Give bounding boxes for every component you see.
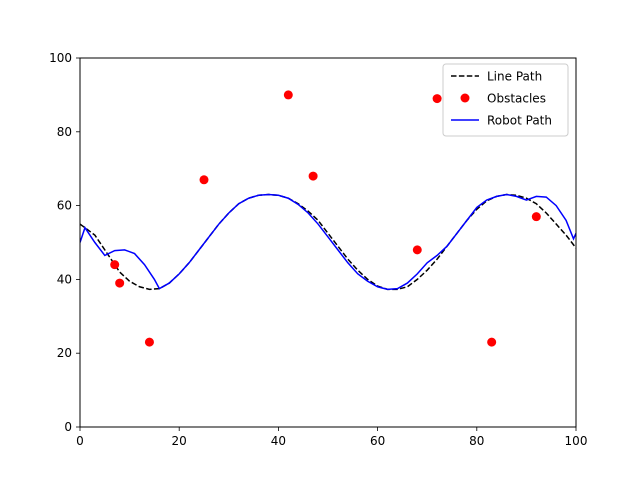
obstacle-point-0 — [110, 260, 120, 270]
obstacle-point-7 — [432, 94, 442, 104]
legend-label-0: Line Path — [487, 70, 542, 84]
legend-label-1: Obstacles — [487, 92, 546, 106]
series-layer — [80, 193, 576, 291]
obstacle-point-4 — [283, 90, 293, 100]
y-tick-label-1: 20 — [57, 346, 72, 360]
obstacle-point-5 — [308, 171, 318, 181]
legend-swatch-1 — [460, 93, 470, 103]
legend: Line Path Obstacles Robot Path — [442, 63, 569, 137]
y-tick-label-3: 60 — [57, 199, 72, 213]
series-line-2 — [80, 193, 576, 291]
y-tick-label-0: 0 — [64, 420, 72, 434]
y-tick-label-4: 80 — [57, 125, 72, 139]
y-tick-label-5: 100 — [49, 51, 72, 65]
x-tick-label-1: 20 — [172, 434, 187, 448]
obstacle-point-2 — [144, 337, 154, 347]
obstacle-point-1 — [115, 278, 125, 288]
x-tick-label-4: 80 — [469, 434, 484, 448]
legend-frame — [442, 63, 569, 137]
scatter-layer — [110, 90, 541, 347]
y-tick-label-2: 40 — [57, 272, 72, 286]
axes-layer: 0 20 40 60 80 100 0 20 40 60 80 100 — [49, 51, 587, 448]
obstacle-point-9 — [531, 212, 541, 222]
obstacle-point-6 — [412, 245, 422, 255]
plot-frame — [79, 57, 577, 428]
legend-label-2: Robot Path — [487, 114, 552, 128]
obstacle-point-8 — [487, 337, 497, 347]
x-tick-label-3: 60 — [370, 434, 385, 448]
x-tick-label-2: 40 — [271, 434, 286, 448]
x-tick-label-5: 100 — [565, 434, 588, 448]
x-tick-label-0: 0 — [76, 434, 84, 448]
obstacle-point-3 — [199, 175, 209, 185]
